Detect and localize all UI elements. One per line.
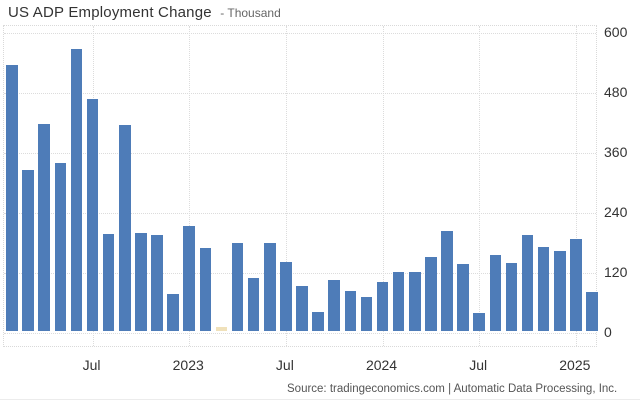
bar-may-2024[interactable] xyxy=(441,231,453,331)
bar-jun-2023[interactable] xyxy=(263,243,276,331)
bar-nov-2023[interactable] xyxy=(344,291,357,331)
bar-dec-2022[interactable] xyxy=(167,294,179,331)
bar-jan-2023[interactable] xyxy=(183,226,195,331)
x-gridline xyxy=(285,26,287,346)
y-gridline xyxy=(4,153,596,154)
y-gridline xyxy=(4,213,596,214)
bar-dec-2023[interactable] xyxy=(360,297,373,331)
bar-apr-2024[interactable] xyxy=(425,257,437,331)
x-tick-label: 2023 xyxy=(172,357,204,373)
x-tick-label: Jul xyxy=(82,357,101,373)
source-attribution: Source: tradingeconomics.com | Automatic… xyxy=(287,383,618,395)
y-gridline xyxy=(4,93,596,94)
chart-units-label: - Thousand xyxy=(220,6,281,20)
y-tick-label: 600 xyxy=(604,24,628,40)
bar-apr-2023[interactable] xyxy=(231,243,244,331)
bar-oct-2022[interactable] xyxy=(135,233,147,331)
x-gridline xyxy=(479,26,481,346)
y-gridline xyxy=(4,33,596,34)
chart-title: US ADP Employment Change xyxy=(8,4,212,21)
bar-jun-2024[interactable] xyxy=(457,264,469,331)
y-gridline xyxy=(4,273,596,274)
y-gridline xyxy=(4,333,596,334)
bar-may-2023[interactable] xyxy=(247,278,260,331)
bar-nov-2022[interactable] xyxy=(151,235,163,331)
plot-area xyxy=(3,25,598,347)
bar-feb-2024[interactable] xyxy=(392,272,405,331)
bar-jan-2024[interactable] xyxy=(376,282,389,331)
bar-feb-2023[interactable] xyxy=(199,248,212,331)
bar-nov-2024[interactable] xyxy=(537,247,550,331)
bar-mar-2024[interactable] xyxy=(408,272,421,331)
y-tick-label: 480 xyxy=(604,84,628,100)
chart-title-row: US ADP Employment Change - Thousand xyxy=(8,4,281,22)
bar-oct-2024[interactable] xyxy=(521,235,534,331)
bar-may-2022[interactable] xyxy=(54,163,67,331)
bar-aug-2022[interactable] xyxy=(102,234,115,331)
bar-jul-2022[interactable] xyxy=(86,99,99,331)
x-gridline xyxy=(189,26,191,346)
x-tick-label: 2025 xyxy=(559,357,591,373)
bar-oct-2023[interactable] xyxy=(328,280,340,331)
bar-aug-2023[interactable] xyxy=(296,286,308,331)
bar-mar-2022[interactable] xyxy=(22,170,34,331)
bar-sep-2022[interactable] xyxy=(118,125,131,331)
bar-mar-2023[interactable] xyxy=(215,327,228,331)
bar-sep-2024[interactable] xyxy=(505,263,518,331)
bar-feb-2022[interactable] xyxy=(6,65,18,331)
y-tick-label: 0 xyxy=(604,324,612,340)
bar-sep-2023[interactable] xyxy=(312,312,324,331)
bar-jul-2024[interactable] xyxy=(473,313,485,331)
x-tick-label: Jul xyxy=(275,357,294,373)
bar-apr-2022[interactable] xyxy=(38,124,50,331)
bar-dec-2024[interactable] xyxy=(553,251,566,331)
x-gridline xyxy=(575,26,577,346)
y-tick-label: 240 xyxy=(604,204,628,220)
bar-jun-2022[interactable] xyxy=(70,49,83,331)
bar-jul-2023[interactable] xyxy=(280,262,292,331)
y-tick-label: 360 xyxy=(604,144,628,160)
y-tick-label: 120 xyxy=(604,264,628,280)
bar-jan-2025[interactable] xyxy=(570,239,582,331)
x-tick-label: 2024 xyxy=(365,357,398,373)
bar-aug-2024[interactable] xyxy=(489,255,502,331)
x-gridline xyxy=(382,26,384,346)
widget-bottom-divider xyxy=(0,399,640,400)
bar-feb-2025[interactable] xyxy=(586,292,598,331)
x-tick-label: Jul xyxy=(469,357,488,373)
